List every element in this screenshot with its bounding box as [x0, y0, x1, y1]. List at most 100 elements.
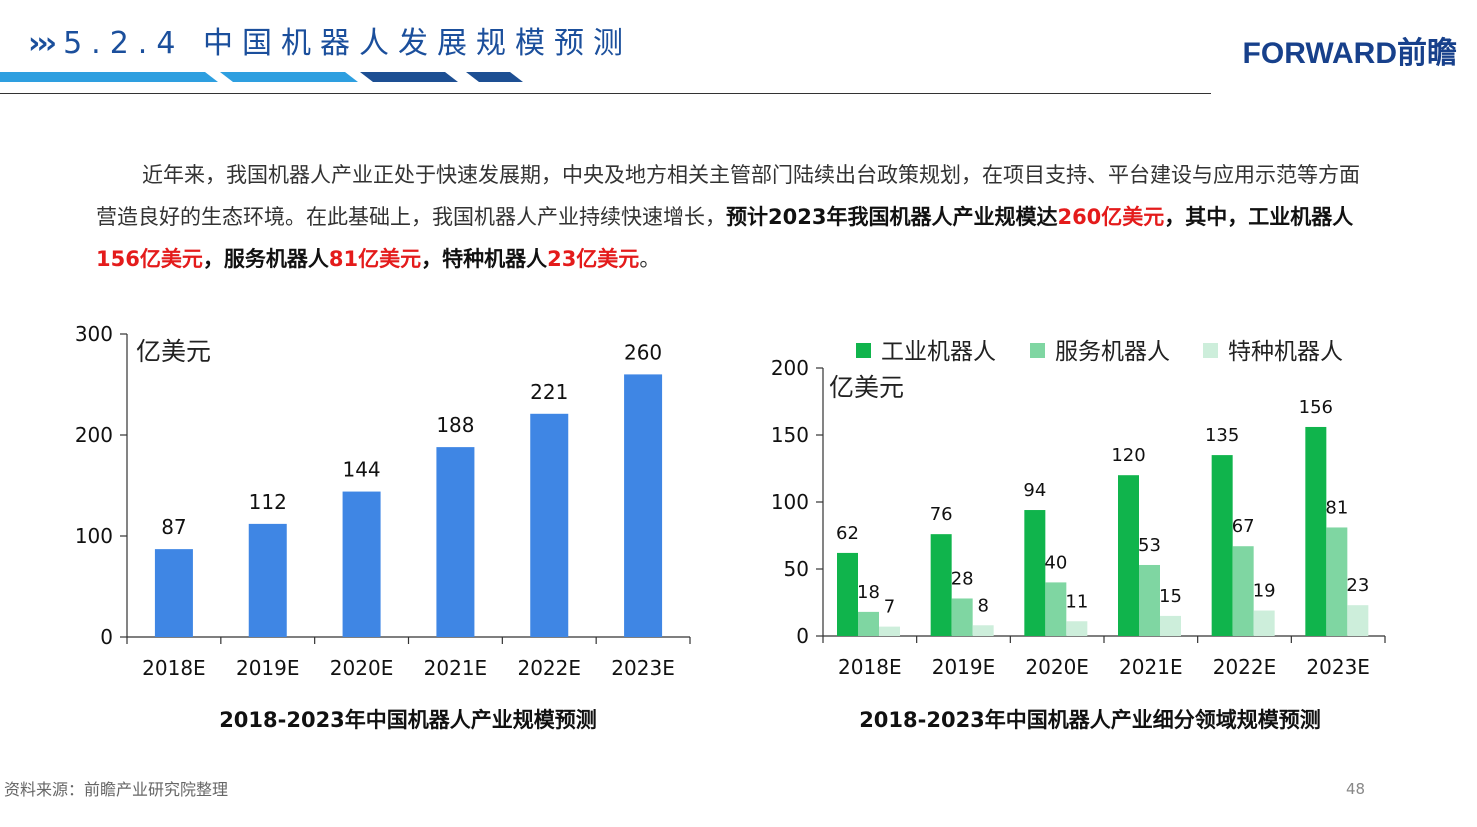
bar-2023E-1 — [1326, 527, 1348, 636]
y-tick-label: 300 — [75, 322, 113, 346]
bar-2021E-0 — [1118, 475, 1139, 636]
y-tick-label: 0 — [100, 625, 113, 649]
bar-2022E-2 — [1253, 610, 1275, 636]
intro-highlight: ，特种机器人 — [421, 247, 548, 271]
forward-logo: FORWARD前瞻 — [1242, 37, 1457, 70]
bar-2023E-0 — [1305, 426, 1327, 636]
header-decorative-stripes — [0, 72, 523, 82]
y-tick-label: 0 — [796, 624, 809, 648]
intro-value-total: 260亿美元 — [1057, 205, 1165, 229]
page-title: ››› 5.2.4 中国机器人发展规模预测 — [28, 18, 632, 62]
x-tick-label: 2022E — [1213, 655, 1277, 679]
data-label: 144 — [342, 458, 380, 482]
bar-2022E — [530, 413, 569, 637]
x-tick-label: 2018E — [142, 656, 206, 680]
y-tick-label: 50 — [784, 557, 809, 581]
data-label: 19 — [1253, 581, 1276, 602]
legend-swatch — [1030, 343, 1045, 358]
legend-swatch — [856, 343, 871, 358]
bar-2020E-2 — [1066, 621, 1088, 636]
chart-title: 2018-2023年中国机器人产业细分领域规模预测 — [859, 708, 1321, 732]
bar-2023E-2 — [1347, 605, 1369, 636]
x-tick-label: 2020E — [1025, 655, 1089, 679]
bar-2019E-1 — [951, 598, 973, 636]
bar-2021E-2 — [1160, 615, 1181, 636]
bar-2022E-1 — [1232, 546, 1254, 636]
bar-2021E — [436, 447, 475, 637]
page-number: 48 — [1346, 780, 1366, 798]
data-label: 18 — [857, 582, 880, 603]
x-tick-label: 2021E — [1119, 655, 1183, 679]
data-label: 135 — [1205, 425, 1239, 446]
y-tick-label: 100 — [771, 490, 809, 514]
data-label: 221 — [530, 380, 568, 404]
data-label: 87 — [161, 515, 186, 539]
x-tick-label: 2020E — [330, 656, 394, 680]
legend-label: 工业机器人 — [881, 339, 996, 365]
bar-2018E-2 — [879, 626, 900, 636]
chart-title: 2018-2023年中国机器人产业规模预测 — [219, 708, 597, 732]
bar-2019E — [248, 523, 287, 637]
data-label: 94 — [1023, 480, 1046, 501]
bar-2020E-1 — [1045, 582, 1067, 636]
bar-2020E — [342, 491, 381, 637]
intro-highlight: 预计2023年我国机器人产业规模达 — [726, 205, 1058, 229]
source-note: 资料来源：前瞻产业研究院整理 — [4, 780, 229, 799]
y-tick-label: 150 — [771, 423, 809, 447]
y-tick-label: 200 — [771, 356, 809, 380]
data-label: 188 — [436, 413, 474, 437]
intro-highlight: ，其中，工业机器人 — [1164, 205, 1354, 229]
bar-2021E-1 — [1139, 564, 1160, 636]
data-label: 112 — [249, 490, 287, 514]
data-label: 8 — [977, 595, 988, 616]
intro-value-industrial: 156亿美元 — [96, 247, 203, 271]
intro-text: 近年来，我国机器人产业正处于快速发展期，中央及地方相关主管部门陆续出台政策规划，… — [96, 163, 1360, 229]
chevron-right-icon: ››› — [28, 26, 57, 61]
legend-label: 特种机器人 — [1228, 339, 1343, 365]
bar-2019E-2 — [972, 625, 994, 636]
data-label: 81 — [1325, 497, 1348, 518]
data-label: 120 — [1111, 445, 1145, 466]
bar-2018E-1 — [858, 611, 879, 636]
legend-swatch — [1203, 343, 1218, 358]
intro-highlight: ，服务机器人 — [202, 247, 329, 271]
data-label: 15 — [1159, 586, 1182, 607]
total-scale-chart: 0 100 200 300 亿美元 87 2018E 112 2019E 144 2020E 188 2… — [75, 322, 691, 732]
bar-2019E-0 — [930, 534, 952, 636]
data-label: 156 — [1299, 397, 1333, 418]
data-label: 76 — [930, 504, 953, 525]
y-tick-label: 200 — [75, 423, 113, 447]
data-label: 28 — [951, 568, 974, 589]
x-tick-label: 2023E — [1306, 655, 1370, 679]
x-tick-label: 2018E — [838, 655, 902, 679]
data-label: 11 — [1065, 591, 1088, 612]
x-tick-label: 2023E — [611, 656, 675, 680]
legend-label: 服务机器人 — [1055, 339, 1170, 365]
intro-paragraph: 近年来，我国机器人产业正处于快速发展期，中央及地方相关主管部门陆续出台政策规划，… — [96, 154, 1376, 280]
bar-2020E-0 — [1024, 510, 1046, 636]
unit-label: 亿美元 — [829, 373, 904, 402]
x-tick-label: 2022E — [517, 656, 581, 680]
page-title-text: 5.2.4 中国机器人发展规模预测 — [63, 26, 632, 61]
intro-text-end: 。 — [639, 247, 661, 271]
segment-scale-chart: 0 50 100 150 200 亿美元 工业机器人 服务机器人 特种机器人 62 187 2018E… — [771, 339, 1386, 732]
bar-2023E — [624, 374, 663, 637]
unit-label: 亿美元 — [136, 337, 211, 366]
data-label: 67 — [1232, 516, 1255, 537]
data-label: 23 — [1346, 575, 1369, 596]
bar-2022E-0 — [1211, 455, 1233, 636]
data-label: 62 — [836, 523, 859, 544]
bar-2018E — [154, 549, 193, 637]
bar-2018E-0 — [837, 552, 858, 636]
data-label: 40 — [1044, 552, 1067, 573]
x-tick-label: 2021E — [424, 656, 488, 680]
intro-value-service: 81亿美元 — [328, 247, 422, 271]
intro-value-special: 23亿美元 — [547, 247, 640, 271]
x-tick-label: 2019E — [932, 655, 996, 679]
data-label: 53 — [1138, 535, 1161, 556]
x-tick-label: 2019E — [236, 656, 300, 680]
header-divider — [0, 93, 1211, 94]
y-tick-label: 100 — [75, 524, 113, 548]
data-label: 7 — [884, 597, 895, 618]
data-label: 260 — [624, 340, 662, 364]
